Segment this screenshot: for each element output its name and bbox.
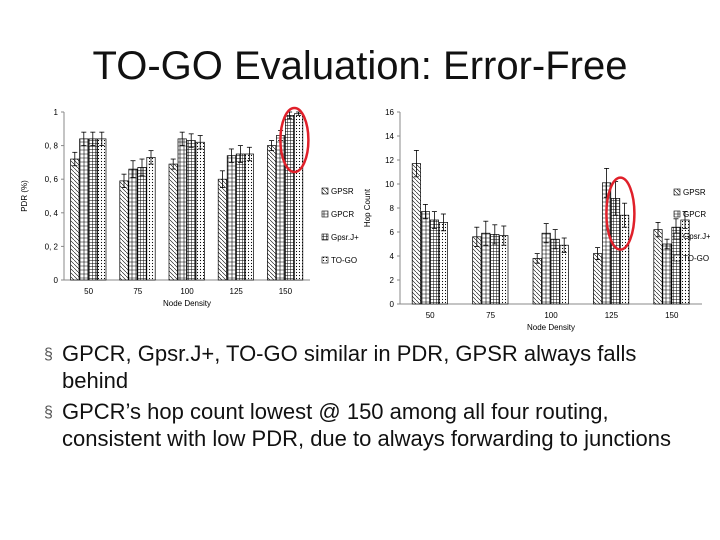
bar-gpcr <box>541 232 551 305</box>
bullet-text: GPCR, Gpsr.J+, TO-GO similar in PDR, GPS… <box>62 341 637 393</box>
bar-gpsr <box>653 229 663 305</box>
x-axis-label: Node Density <box>527 323 575 332</box>
highlight-ellipse <box>605 176 636 251</box>
bar-gpcr <box>128 168 138 281</box>
legend-swatch <box>673 232 681 240</box>
y-tick-label: 0 <box>54 276 59 285</box>
bar-gpsr-j <box>88 138 98 281</box>
x-tick-label: 100 <box>180 287 194 296</box>
x-axis-label: Node Density <box>163 299 211 308</box>
legend-swatch <box>673 188 681 196</box>
legend-swatch <box>673 254 681 262</box>
legend-label-gpsr: GPSR <box>683 188 706 197</box>
legend-swatch <box>673 210 681 218</box>
pdr-chart: 0 0, 2 0, 4 0, 6 0, 8 1 PDR (%) 50 75 100 125 150 No… <box>20 106 359 308</box>
y-tick-label: 12 <box>385 156 394 165</box>
bullet-marker-icon: § <box>44 346 53 363</box>
bar-gpsr <box>411 163 421 305</box>
bar-gpsr-j <box>137 167 147 281</box>
bar-gpsr <box>168 163 178 281</box>
legend-label-gpcr: GPCR <box>683 210 706 219</box>
y-tick-label: 0, 8 <box>45 142 59 151</box>
x-tick-label: 75 <box>133 287 142 296</box>
bar-gpcr <box>177 138 187 281</box>
bar-gpcr <box>226 155 236 281</box>
bar-gpsr <box>593 253 603 305</box>
bar-gpcr <box>79 138 89 281</box>
bullet-list: § GPCR, Gpsr.J+, TO-GO similar in PDR, G… <box>44 340 694 456</box>
x-tick-label: 75 <box>486 311 495 320</box>
y-tick-label: 16 <box>385 108 394 117</box>
bar-gpsr-j <box>285 115 295 281</box>
bar-to-go <box>146 157 156 281</box>
y-tick-label: 0 <box>390 300 395 309</box>
x-tick-label: 150 <box>279 287 293 296</box>
bar-gpsr <box>217 178 227 281</box>
highlight-ellipse <box>279 106 310 174</box>
legend-swatch <box>321 256 329 264</box>
y-tick-label: 1 <box>54 108 59 117</box>
bar-to-go <box>438 222 448 305</box>
bar-gpcr <box>662 243 672 305</box>
y-axis-label: PDR (%) <box>20 180 29 212</box>
legend-label-gpsr-j: Gpsr.J+ <box>683 232 710 241</box>
bar-gpsr-j <box>235 153 245 281</box>
legend-swatch <box>321 187 329 195</box>
bar-gpcr <box>420 211 430 305</box>
x-tick-label: 50 <box>84 287 93 296</box>
y-tick-label: 8 <box>390 204 395 213</box>
bullet-marker-icon: § <box>44 404 53 421</box>
slide-title: TO-GO Evaluation: Error-Free <box>92 44 628 88</box>
bullet-item: § GPCR’s hop count lowest @ 150 among al… <box>44 398 694 452</box>
hop-count-chart: 0 2 4 6 8 10 12 14 16 Hop Count 50 75 100 125 150 Node … <box>363 108 710 332</box>
y-tick-label: 2 <box>390 276 395 285</box>
y-tick-label: 0, 4 <box>45 209 59 218</box>
x-tick-label: 100 <box>544 311 558 320</box>
bar-gpsr <box>472 236 482 305</box>
legend-swatch <box>321 210 329 218</box>
legend-label-gpcr: GPCR <box>331 210 354 219</box>
bar-to-go <box>620 214 630 305</box>
legend-label-gpsr: GPSR <box>331 187 354 196</box>
bar-gpsr <box>119 180 129 281</box>
y-axis-label: Hop Count <box>363 188 372 227</box>
y-tick-label: 10 <box>385 180 394 189</box>
bar-to-go <box>294 113 304 281</box>
bar-gpsr-j <box>186 140 196 281</box>
y-tick-label: 6 <box>390 228 395 237</box>
bar-gpsr-j <box>429 219 439 305</box>
bar-gpsr-j <box>490 234 500 305</box>
legend-label-to-go: TO-GO <box>331 256 357 265</box>
x-tick-label: 50 <box>426 311 435 320</box>
y-tick-label: 0, 6 <box>45 175 59 184</box>
x-tick-label: 125 <box>230 287 244 296</box>
bar-to-go <box>244 153 254 281</box>
bar-gpsr <box>70 158 80 281</box>
y-tick-label: 4 <box>390 252 395 261</box>
legend-label-gpsr-j: Gpsr.J+ <box>331 233 359 242</box>
bar-to-go <box>499 235 509 305</box>
legend-swatch <box>321 233 329 241</box>
bar-gpsr <box>267 145 277 281</box>
x-tick-label: 125 <box>605 311 619 320</box>
bar-to-go <box>195 141 205 281</box>
charts-area: 0 0, 2 0, 4 0, 6 0, 8 1 PDR (%) 50 75 100 125 150 No… <box>0 100 720 340</box>
legend-label-to-go: TO-GO <box>683 254 709 263</box>
x-tick-label: 150 <box>665 311 679 320</box>
y-tick-label: 14 <box>385 132 394 141</box>
y-tick-label: 0, 2 <box>45 242 59 251</box>
bar-to-go <box>97 138 107 281</box>
bullet-text: GPCR’s hop count lowest @ 150 among all … <box>62 399 671 451</box>
bullet-item: § GPCR, Gpsr.J+, TO-GO similar in PDR, G… <box>44 340 694 394</box>
bar-gpsr <box>532 258 542 305</box>
bar-to-go <box>559 244 569 305</box>
